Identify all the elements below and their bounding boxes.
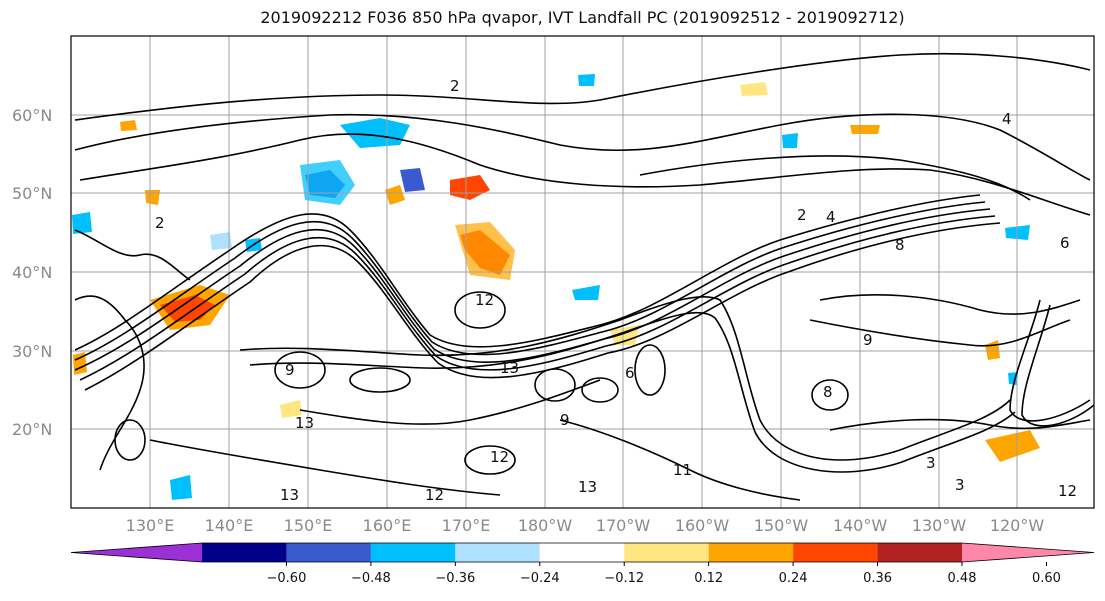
colorbar-extend-max	[962, 543, 1094, 562]
contour-labels: 2 2 4 8 9 9 12 12 13 13 13 11 12 6 8 3 6…	[155, 77, 1077, 504]
positive-anomaly-patch	[145, 190, 160, 205]
contour-label: 13	[578, 478, 597, 496]
contour-label: 2	[450, 77, 460, 95]
lat-label-60n: 60°N	[12, 106, 52, 125]
contour-label: 12	[425, 486, 444, 504]
colorbar-segment	[793, 543, 878, 562]
colorbar-segment	[286, 543, 371, 562]
colorbar-segment	[455, 543, 540, 562]
colorbar-tick-label: 0.60	[1032, 571, 1061, 586]
contour-label: 8	[823, 383, 833, 401]
lon-label: 150°W	[754, 516, 809, 535]
lon-label: 160°W	[675, 516, 730, 535]
colorbar-segment	[877, 543, 962, 562]
lon-label: 120°W	[990, 516, 1045, 535]
colorbar-segment	[708, 543, 794, 562]
colorbar-extend-min	[71, 543, 202, 562]
negative-anomaly-patch	[300, 160, 355, 205]
colorbar-tick-label: −0.48	[351, 571, 391, 586]
lat-label-20n: 20°N	[12, 420, 52, 439]
lat-label-50n: 50°N	[12, 184, 52, 203]
positive-anomaly-patch	[455, 222, 515, 280]
contour-label: 3	[926, 454, 936, 472]
contour-label: 9	[285, 361, 295, 379]
contour-label: 13	[500, 359, 519, 377]
contour-label: 2	[155, 214, 165, 232]
colorbar-segment	[624, 543, 709, 562]
contour-label: 9	[863, 331, 873, 349]
colorbar-outline	[70, 542, 1095, 563]
negative-anomaly-patch	[782, 133, 798, 148]
positive-anomaly-patch	[450, 175, 490, 200]
contour-label: 9	[560, 411, 570, 429]
positive-anomaly-patch	[850, 125, 880, 134]
contour-label: 13	[280, 486, 299, 504]
lon-label: 170°E	[442, 516, 491, 535]
negative-anomaly-patch	[72, 212, 92, 234]
positive-anomaly-patch	[385, 185, 405, 205]
colorbar-segments	[70, 542, 1095, 563]
lon-label: 180°W	[518, 516, 573, 535]
negative-anomaly-patch	[572, 285, 600, 300]
map-title: 2019092212 F036 850 hPa qvapor, IVT Land…	[260, 8, 905, 27]
colorbar-tick-label: 0.36	[863, 571, 892, 586]
colorbar-tick-label: −0.60	[267, 571, 307, 586]
lon-label: 130°E	[126, 516, 175, 535]
colorbar-labels: −0.60 −0.48 −0.36 −0.24 −0.12 0.12 0.24 0.36 0.4…	[267, 562, 1061, 586]
longitude-labels: 130°E 140°E 150°E 160°E 170°E 180°W 170°…	[126, 516, 1045, 535]
lon-label: 170°W	[596, 516, 651, 535]
contour-label: 12	[475, 291, 494, 309]
colorbar-tick-label: 0.48	[948, 571, 977, 586]
colorbar: −0.60 −0.48 −0.36 −0.24 −0.12 0.12 0.24 0.36 0.4…	[70, 542, 1095, 586]
colorbar-tick-label: −0.36	[435, 571, 475, 586]
lon-label: 160°E	[363, 516, 412, 535]
plot-area: 2 2 4 8 9 9 12 12 13 13 13 11 12 6 8 3 6…	[70, 35, 1095, 509]
negative-anomaly-patch	[578, 74, 595, 86]
qvapor-shading	[72, 74, 1040, 500]
colorbar-tick-label: 0.12	[694, 571, 723, 586]
positive-anomaly-patch	[280, 400, 302, 418]
contour-label: 4	[826, 208, 836, 226]
contour-label: 4	[1002, 110, 1012, 128]
contour-label: 2	[797, 206, 807, 224]
colorbar-segment	[370, 543, 456, 562]
negative-anomaly-patch	[210, 232, 232, 250]
negative-anomaly-patch	[340, 118, 410, 148]
lon-label: 140°E	[205, 516, 254, 535]
colorbar-tick-label: 0.24	[779, 571, 808, 586]
positive-anomaly-patch	[740, 82, 768, 96]
contour-label: 6	[1060, 234, 1070, 252]
lat-label-30n: 30°N	[12, 342, 52, 361]
contour-label: 12	[490, 448, 509, 466]
positive-anomaly-patch	[985, 430, 1040, 462]
lon-label: 150°E	[284, 516, 333, 535]
contour-label: 11	[673, 461, 692, 479]
lat-label-40n: 40°N	[12, 263, 52, 282]
contour-label: 6	[625, 364, 635, 382]
colorbar-segment	[539, 543, 625, 562]
contour-label: 13	[295, 414, 314, 432]
colorbar-segment	[202, 543, 287, 562]
negative-anomaly-patch	[400, 168, 425, 192]
qvapor-contours	[74, 52, 1094, 501]
gridlines	[71, 36, 1094, 508]
negative-anomaly-patch	[170, 475, 192, 500]
lon-label: 140°W	[833, 516, 888, 535]
contour-label: 8	[895, 236, 905, 254]
plot-frame	[70, 35, 1095, 509]
latitude-labels: 60°N 50°N 40°N 30°N 20°N	[12, 106, 52, 439]
contour-label: 12	[1058, 482, 1077, 500]
colorbar-tick-label: −0.12	[604, 571, 644, 586]
colorbar-tick-label: −0.24	[520, 571, 560, 586]
lon-label: 130°W	[912, 516, 967, 535]
positive-anomaly-patch	[120, 120, 137, 131]
contour-label: 3	[955, 476, 965, 494]
